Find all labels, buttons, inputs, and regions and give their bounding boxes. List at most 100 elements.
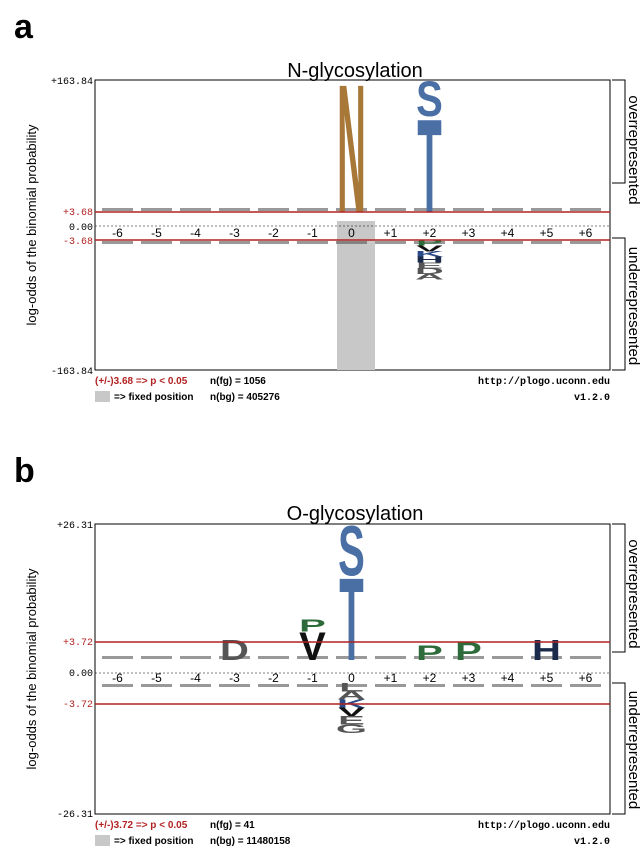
minor-letter-stack-over [102,656,133,659]
panel-b-y-axis-title: log-odds of the binomial probability [24,568,39,769]
panel-a-legend-threshold: (+/-)3.68 => p < 0.05 [95,376,188,387]
position-label: +2 [423,671,437,685]
position-label: -4 [190,226,201,240]
panel-b-threshold-pos-label: +3.72 [63,638,93,649]
panel-a-y-top-label: +163.84 [51,77,93,88]
minor-letter-stack-under [531,684,562,687]
position-label: +6 [579,226,593,240]
minor-letter-stack-over [258,656,289,659]
panel-a-over-bracket [612,79,626,184]
minor-letter-stack-over [414,208,445,211]
panel-a-y-bottom-label: -163.84 [51,367,93,378]
panel-b-n-bg: n(bg) = 11480158 [210,836,291,847]
panel-a-under-label: underrepresented [625,247,640,365]
minor-letter-stack-over [219,656,250,659]
position-label: +4 [501,671,515,685]
minor-letter-stack-over [414,656,445,659]
panel-a-under-bracket [612,237,626,371]
minor-letter-stack-under [531,241,562,244]
minor-letter-stack-over [375,208,406,211]
panel-letter-a: a [14,8,34,46]
panel-b-legend-fixed-swatch [95,835,110,846]
minor-letter-stack-over [453,208,484,211]
minor-letter-stack-under [258,241,289,244]
minor-letter-stack-over [141,656,172,659]
minor-letter-stack-under [336,241,367,244]
panel-b-y-zero-label: 0.00 [69,669,93,680]
position-label: -2 [268,226,279,240]
panel-b-threshold-neg-label: -3.72 [63,700,93,711]
logo-letter-V: V [299,625,326,669]
panel-a-url: http://plogo.uconn.edu [478,376,610,388]
minor-letter-stack-over [102,208,133,211]
logo-letter-D: D [220,634,249,666]
minor-letter-stack-under [570,241,601,244]
logo-letter-E: E [416,262,443,271]
logo-letter-H: H [532,634,561,666]
minor-letter-stack-under [375,241,406,244]
minor-letter-stack-over [453,656,484,659]
panel-b-legend-fixed: => fixed position [114,836,193,847]
minor-letter-stack-under [180,684,211,687]
position-label: -6 [112,671,123,685]
position-label: -2 [268,671,279,685]
panel-a-over-letters: N TS [102,48,601,252]
minor-letter-stack-under [258,684,289,687]
panel-a-n-bg: n(bg) = 405276 [210,392,280,403]
panel-a-legend-fixed: => fixed position [114,392,193,403]
panel-b-position-labels: -6 -5 -4 -3 -2 -1 0 +1 +2 +3 +4 +5 +6 [112,671,593,685]
minor-letter-stack-under [453,684,484,687]
panel-b-n-fg: n(fg) = 41 [210,820,255,831]
logo-letter-E: E [338,714,365,727]
position-label: -1 [307,226,318,240]
minor-letter-stack-over [336,656,367,659]
position-label: 0 [348,226,355,240]
logo-letter-V: V [416,245,444,254]
position-label: 0 [348,671,355,685]
minor-letter-stack-under [141,684,172,687]
minor-letter-stack-under [102,684,133,687]
panel-a-version: v1.2.0 [574,393,610,404]
position-label: +1 [384,671,398,685]
panel-a-legend-fixed-swatch [95,391,110,402]
logo-letter-H: H [415,256,444,265]
minor-letter-stack-under [336,684,367,687]
panel-b-plot-frame [94,523,611,815]
panel-b-over-label: overrepresented [625,539,640,648]
logo-letter-V: V [338,706,365,719]
panel-b-url: http://plogo.uconn.edu [478,820,610,832]
minor-letter-stack-under [297,241,328,244]
logo-letter-K: K [415,250,444,259]
minor-letter-stack-under [180,241,211,244]
position-label: -5 [151,671,162,685]
panel-b-title: O-glycosylation [287,503,424,525]
logo-letter-P: P [455,638,482,666]
minor-letter-stack-over [297,208,328,211]
minor-letter-stack-over [141,208,172,211]
position-label: -4 [190,671,201,685]
minor-letter-stack-over [531,208,562,211]
position-label: +6 [579,671,593,685]
panel-b-y-top-label: +26.31 [57,521,93,532]
minor-letter-stack-over [531,656,562,659]
minor-letter-stack-over [492,208,523,211]
minor-letter-stack-under [219,241,250,244]
panel-a-threshold-pos-label: +3.68 [63,208,93,219]
logo-letter-L: L [339,681,363,694]
minor-letter-stack-under [414,241,445,244]
minor-letter-stack-over [219,208,250,211]
position-label: +3 [462,671,476,685]
panel-b-under-label: underrepresented [625,691,640,809]
panel-a-n-fg: n(fg) = 1056 [210,376,266,387]
position-label: -1 [307,671,318,685]
minor-letter-stack-under [375,684,406,687]
logo-letter-P: P [299,615,326,635]
logo-letter-A: A [415,273,444,282]
panel-b-over-bracket [612,523,626,653]
minor-letter-stack-under [492,241,523,244]
panel-a-fixed-position-bar [337,221,375,370]
minor-letter-stack-under [414,684,445,687]
